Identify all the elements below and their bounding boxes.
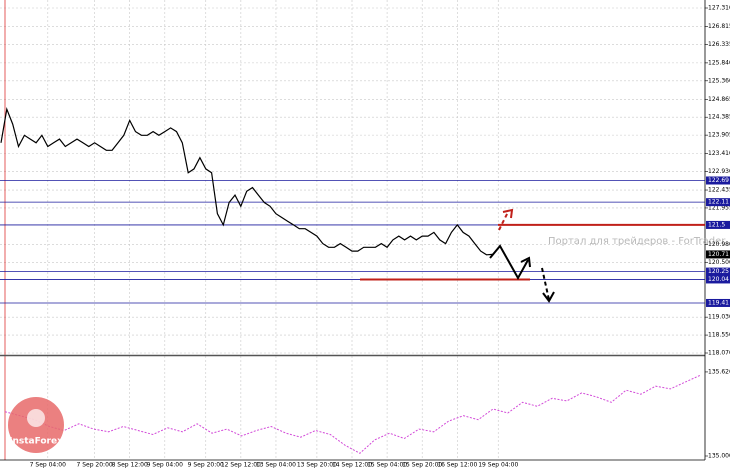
x-tick-label: 9 Sep 04:00 bbox=[147, 462, 183, 469]
x-tick-label: 15 Sep 04:00 bbox=[367, 462, 407, 469]
level-label-box bbox=[706, 267, 730, 276]
y-tick-label: 119.030 bbox=[708, 314, 730, 321]
y-tick-label: 120.500 bbox=[708, 259, 730, 266]
arrow-head-down bbox=[542, 291, 555, 303]
x-tick-label: 12 Sep 12:00 bbox=[221, 462, 261, 469]
price-line bbox=[4, 374, 701, 454]
y-tick-label: 135.626 bbox=[708, 368, 730, 375]
arrow-down bbox=[541, 267, 550, 301]
x-tick-label: 9 Sep 20:00 bbox=[188, 462, 224, 469]
x-tick-label: 7 Sep 04:00 bbox=[30, 462, 66, 469]
x-tick-label: 8 Sep 12:00 bbox=[112, 462, 148, 469]
y-tick-label: 127.310 bbox=[708, 5, 730, 12]
y-tick-label: 123.410 bbox=[708, 150, 730, 157]
x-tick-label: 14 Sep 12:00 bbox=[332, 462, 372, 469]
price-line bbox=[0, 106, 493, 256]
current-price-box bbox=[706, 250, 730, 259]
level-label-box bbox=[706, 298, 730, 307]
y-tick-label: 124.865 bbox=[708, 96, 730, 103]
y-tick-label: 135.000 bbox=[708, 453, 730, 460]
current-price-label: 120.71 bbox=[708, 251, 729, 258]
x-tick-label: 16 Sep 12:00 bbox=[437, 462, 477, 469]
logo: InstaForex bbox=[8, 397, 64, 453]
level-label-box bbox=[706, 220, 730, 229]
grid bbox=[0, 0, 705, 460]
level-label-box bbox=[706, 176, 730, 185]
arrow-head-up bbox=[502, 208, 514, 219]
plot bbox=[0, 106, 705, 454]
y-tick-label: 120.980 bbox=[708, 241, 730, 248]
arrow-up bbox=[498, 211, 509, 231]
arrow-path bbox=[489, 244, 529, 281]
level-label: 122.69 bbox=[708, 177, 729, 184]
level-label: 120.04 bbox=[708, 276, 729, 283]
logo-mark bbox=[27, 409, 45, 427]
x-tick-label: 13 Sep 04:00 bbox=[256, 462, 296, 469]
x-tick-label: 19 Sep 04:00 bbox=[478, 462, 518, 469]
watermark: Портал для трейдеров - ForTrader bbox=[548, 236, 726, 247]
level-label: 119.41 bbox=[708, 299, 729, 306]
y-tick-label: 124.385 bbox=[708, 114, 730, 121]
x-tick-label: 13 Sep 20:00 bbox=[297, 462, 337, 469]
x-tick-label: 7 Sep 20:00 bbox=[76, 462, 112, 469]
y-tick-label: 125.840 bbox=[708, 59, 730, 66]
level-label-box bbox=[706, 275, 730, 284]
y-tick-label: 122.930 bbox=[708, 168, 730, 175]
y-tick-label: 118.070 bbox=[708, 350, 730, 357]
y-tick-label: 126.335 bbox=[708, 41, 730, 48]
forecast-arrows bbox=[489, 208, 555, 303]
level-label: 120.25 bbox=[708, 268, 729, 275]
y-tick-label: 125.360 bbox=[708, 77, 730, 84]
level-label: 122.11 bbox=[708, 199, 729, 206]
level-label: 121.5 bbox=[708, 221, 725, 228]
y-tick-label: 123.905 bbox=[708, 132, 730, 139]
y-tick-label: 126.815 bbox=[708, 23, 730, 30]
level-label-box bbox=[706, 198, 730, 207]
y-tick-label: 118.550 bbox=[708, 332, 730, 339]
arrow-head bbox=[520, 256, 531, 268]
y-tick-label: 121.955 bbox=[708, 204, 730, 211]
x-tick-label: 15 Sep 20:00 bbox=[402, 462, 442, 469]
logo-text: InstaForex bbox=[9, 437, 63, 447]
y-tick-label: 122.435 bbox=[708, 187, 730, 194]
